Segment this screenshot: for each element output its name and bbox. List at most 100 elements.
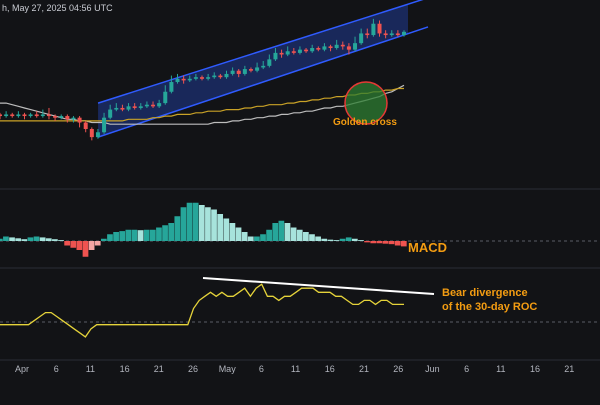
- x-tick-label: 16: [325, 364, 335, 374]
- candle-body: [4, 114, 9, 117]
- macd-bar: [321, 238, 328, 241]
- macd-label: MACD: [408, 240, 447, 255]
- macd-bar: [382, 241, 389, 244]
- candle-body: [218, 75, 223, 78]
- candle-body: [304, 49, 309, 52]
- macd-bar: [296, 229, 303, 241]
- candle-body: [316, 48, 321, 50]
- candle-body: [59, 116, 64, 118]
- candle-body: [114, 107, 119, 110]
- macd-bar: [88, 241, 95, 250]
- x-tick-label: Jun: [425, 364, 440, 374]
- candle-body: [10, 114, 15, 117]
- candle-body: [181, 78, 186, 81]
- x-tick-label: 26: [188, 364, 198, 374]
- x-tick-label: 26: [393, 364, 403, 374]
- macd-bar: [162, 225, 168, 241]
- candle-body: [389, 33, 394, 36]
- candle-body: [200, 77, 204, 79]
- roc-line: [0, 283, 404, 338]
- candle-body: [371, 23, 376, 36]
- candle-body: [267, 59, 272, 66]
- roc-trend-line: [202, 277, 435, 295]
- macd-bar: [192, 202, 199, 241]
- x-axis: Apr 6 11 16 21 26 May 6 11 16 21 26 Jun 6 11 16 21: [15, 364, 574, 374]
- macd-bar: [364, 241, 370, 243]
- macd-bar: [370, 241, 377, 244]
- macd-bar: [33, 236, 40, 241]
- x-tick-label: 6: [54, 364, 59, 374]
- golden-cross-circle: [344, 81, 388, 125]
- x-tick-label: 16: [530, 364, 540, 374]
- macd-bar: [198, 205, 205, 241]
- macd-bar: [358, 240, 364, 241]
- candle-body: [242, 69, 247, 74]
- macd-bar: [119, 231, 126, 241]
- candle-body: [102, 117, 107, 133]
- macd-bar: [217, 214, 224, 241]
- x-tick-label: 11: [291, 364, 300, 374]
- candle-body: [53, 116, 58, 118]
- macd-bar: [309, 234, 315, 241]
- candle-body: [340, 44, 345, 47]
- x-tick-label: Apr: [15, 364, 29, 374]
- macd-bar: [113, 232, 119, 241]
- macd-bar: [131, 229, 138, 241]
- macd-bar: [3, 236, 9, 241]
- candle-body: [365, 33, 370, 36]
- candle-body: [95, 132, 100, 138]
- macd-bar: [284, 223, 291, 241]
- macd-bar: [64, 241, 70, 246]
- candle-body: [65, 116, 70, 120]
- channel-upper-line: [97, 0, 424, 104]
- macd-bar: [400, 241, 407, 247]
- macd-bar: [254, 236, 260, 241]
- candle-body: [255, 67, 260, 71]
- macd-bar: [76, 241, 83, 250]
- candle-body: [212, 75, 217, 78]
- candle-body: [187, 78, 192, 81]
- macd-bar: [156, 227, 162, 241]
- macd-bar: [235, 227, 242, 241]
- roc-panel: [0, 283, 404, 338]
- candle-body: [16, 114, 21, 117]
- macd-bar: [266, 229, 272, 241]
- macd-bar: [168, 223, 175, 241]
- grid-lines: [0, 188, 600, 361]
- x-tick-label: 11: [496, 364, 505, 374]
- macd-bar: [70, 241, 77, 248]
- macd-bar: [229, 223, 236, 241]
- macd-bar: [94, 241, 101, 246]
- macd-bar: [39, 237, 46, 241]
- candle-body: [89, 129, 94, 138]
- candle-body: [0, 114, 2, 117]
- chart-timestamp: h, May 27, 2025 04:56 UTC: [2, 3, 113, 13]
- candle-body: [279, 52, 284, 55]
- candle-body: [126, 106, 131, 110]
- candle-body: [261, 65, 266, 68]
- candle-body: [310, 48, 315, 52]
- candle-body: [273, 52, 278, 60]
- candle-body: [322, 46, 327, 50]
- macd-bar: [205, 207, 211, 241]
- x-tick-label: 6: [259, 364, 264, 374]
- channel-lower-line: [97, 26, 429, 138]
- x-tick-label: 21: [154, 364, 164, 374]
- macd-bar: [45, 238, 52, 241]
- candle-body: [77, 117, 82, 123]
- macd-bar: [125, 229, 132, 241]
- candle-body: [334, 44, 339, 49]
- macd-bar: [21, 239, 28, 241]
- macd-bar: [303, 232, 309, 241]
- candle-body: [71, 117, 76, 120]
- macd-bar: [137, 230, 144, 241]
- x-tick-label: 21: [359, 364, 369, 374]
- candle-body: [34, 114, 39, 117]
- macd-bar: [174, 216, 181, 241]
- candle-body: [144, 104, 149, 107]
- candle-body: [230, 70, 235, 74]
- macd-bar: [180, 207, 187, 241]
- candle-body: [169, 82, 174, 92]
- candle-body: [383, 33, 388, 36]
- macd-bar: [241, 232, 248, 241]
